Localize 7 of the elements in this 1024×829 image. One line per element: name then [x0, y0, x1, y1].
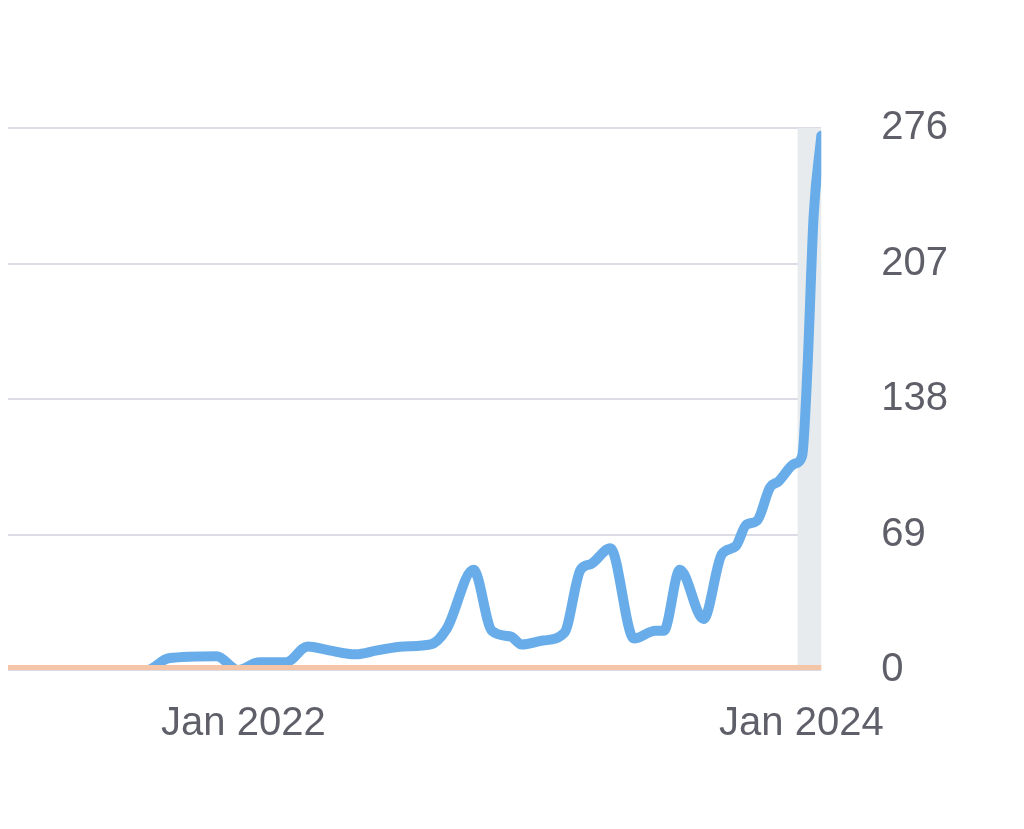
y-tick-label: 276: [881, 103, 949, 148]
y-tick-label: 0: [881, 645, 904, 690]
y-tick-label: 69: [881, 509, 926, 554]
y-tick-label: 138: [881, 374, 949, 419]
y-tick-label: 207: [881, 238, 949, 283]
x-tick-label: Jan 2024: [719, 699, 884, 744]
x-tick-label: Jan 2022: [161, 699, 326, 744]
